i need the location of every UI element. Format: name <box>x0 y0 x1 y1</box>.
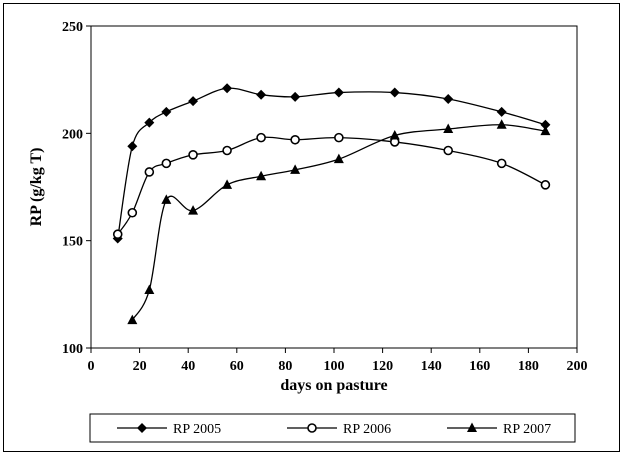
x-tick-label: 40 <box>181 359 195 374</box>
data-point <box>290 91 301 102</box>
data-point <box>443 123 454 134</box>
data-point <box>443 145 454 156</box>
series-1 <box>112 132 551 240</box>
y-tick-label: 150 <box>62 235 83 250</box>
data-point <box>333 153 344 164</box>
data-point <box>333 87 344 98</box>
legend: RP 2005 RP 2006 RP 2007 <box>89 413 576 443</box>
series-2 <box>127 119 551 325</box>
data-point <box>540 180 551 190</box>
data-point <box>256 132 266 143</box>
x-axis-title: days on pasture <box>280 377 387 394</box>
axes: 100 150 200 250 0 20 40 60 80 100 120 140 160 180 200 <box>62 20 588 374</box>
data-point <box>540 125 551 136</box>
x-tick-label: 200 <box>567 359 588 374</box>
y-tick-label: 200 <box>62 127 83 142</box>
data-point <box>127 314 138 325</box>
legend-item-0: RP 2005 <box>117 422 221 437</box>
legend-item-2: RP 2007 <box>447 422 551 437</box>
data-point <box>222 179 233 189</box>
x-tick-label: 80 <box>278 359 292 374</box>
data-point <box>161 158 172 169</box>
data-point <box>256 89 267 100</box>
data-point <box>161 194 172 204</box>
data-point <box>256 170 267 181</box>
data-point <box>161 106 172 117</box>
series-layer <box>112 83 551 325</box>
legend-label: RP 2006 <box>343 422 391 437</box>
chart-frame <box>3 3 620 452</box>
data-point <box>389 87 400 98</box>
plot-border <box>90 25 578 349</box>
y-tick-label: 250 <box>62 20 83 35</box>
data-point <box>144 284 155 295</box>
plot-area <box>90 25 578 349</box>
data-point <box>127 141 138 152</box>
data-point <box>389 129 400 140</box>
data-point <box>540 119 551 130</box>
x-tick-label: 120 <box>372 359 393 374</box>
legend-label: RP 2007 <box>503 422 551 437</box>
data-point <box>188 150 198 160</box>
x-tick-label: 0 <box>88 359 95 374</box>
x-tick-label: 20 <box>133 359 147 374</box>
x-tick-label: 100 <box>324 359 345 374</box>
data-point <box>222 145 232 156</box>
data-point <box>144 117 155 128</box>
data-point <box>188 96 199 107</box>
data-point <box>496 158 507 169</box>
series-0 <box>112 83 551 244</box>
data-point <box>496 119 507 129</box>
data-point <box>127 207 138 218</box>
x-tick-label: 180 <box>518 359 539 374</box>
x-tick-label: 160 <box>469 359 490 374</box>
data-point <box>144 167 155 177</box>
data-point <box>188 205 199 215</box>
legend-label: RP 2005 <box>173 422 221 437</box>
legend-item-1: RP 2006 <box>287 422 391 437</box>
data-point <box>290 134 300 145</box>
data-point <box>334 132 344 143</box>
x-tick-label: 60 <box>230 359 244 374</box>
y-axis-title: RP (g/kg T) <box>28 148 45 227</box>
legend-swatch-marker <box>137 423 147 433</box>
data-point <box>443 93 454 104</box>
legend-swatch-marker <box>467 422 477 432</box>
data-point <box>290 164 301 174</box>
y-tick-label: 100 <box>62 342 83 357</box>
data-point <box>112 229 123 240</box>
data-point <box>222 83 233 94</box>
x-tick-label: 140 <box>421 359 442 374</box>
data-point <box>496 106 507 117</box>
legend-swatch-marker <box>307 423 317 433</box>
